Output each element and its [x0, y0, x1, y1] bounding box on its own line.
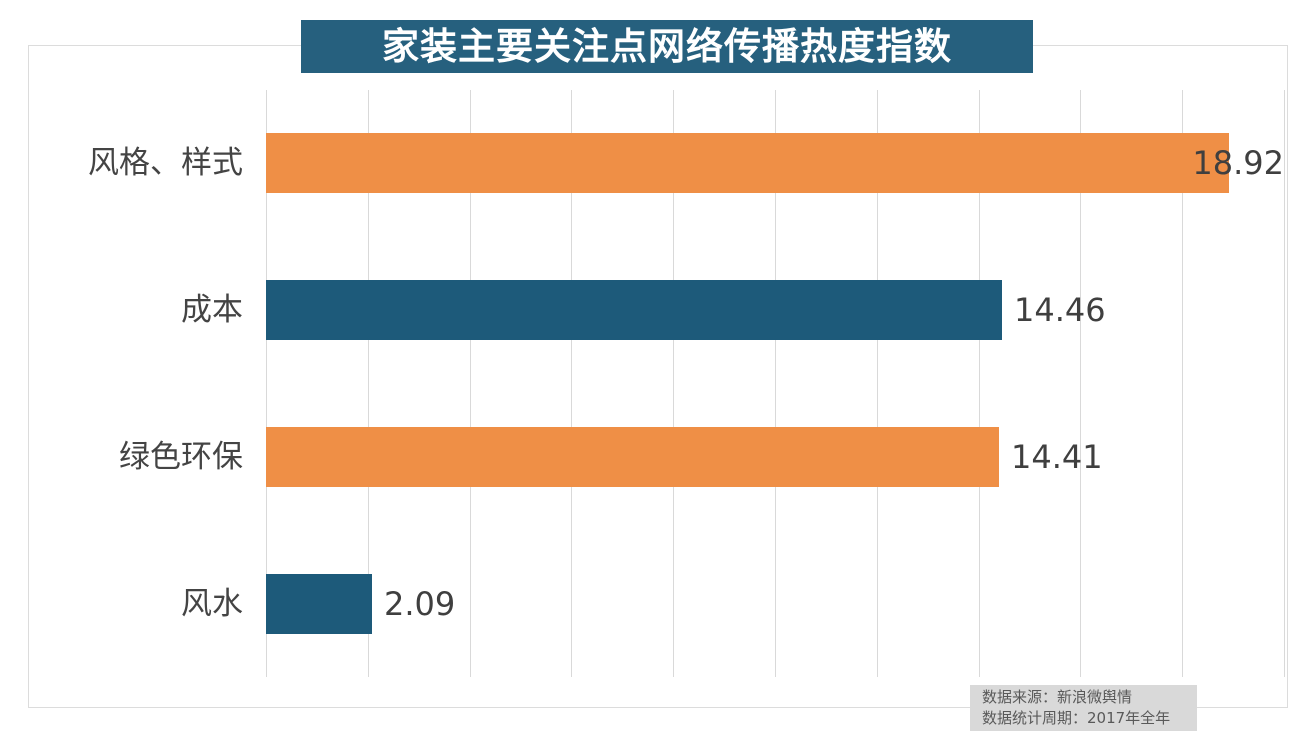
- data-source-box: 数据来源：新浪微舆情 数据统计周期：2017年全年: [970, 685, 1197, 731]
- value-label: 14.46: [1014, 291, 1106, 329]
- gridline: [1080, 90, 1082, 677]
- gridline: [367, 90, 369, 677]
- bar: [266, 574, 372, 634]
- gridline: [1284, 90, 1285, 677]
- gridline: [876, 90, 878, 677]
- category-label: 绿色环保: [119, 439, 243, 475]
- data-period-line: 数据统计周期：2017年全年: [982, 709, 1171, 727]
- bar: [266, 427, 999, 487]
- category-label: 成本: [181, 292, 243, 328]
- chart-title: 家装主要关注点网络传播热度指数: [382, 25, 952, 68]
- gridline: [673, 90, 675, 677]
- value-label: 18.92: [1192, 144, 1284, 182]
- gridline: [266, 90, 267, 677]
- gridline: [775, 90, 776, 677]
- chart-title-banner: 家装主要关注点网络传播热度指数: [301, 20, 1033, 73]
- bar: [266, 133, 1229, 193]
- value-label: 2.09: [384, 585, 456, 623]
- gridline: [469, 90, 471, 677]
- gridline: [978, 90, 980, 677]
- gridline: [1182, 90, 1184, 677]
- data-source-line: 数据来源：新浪微舆情: [982, 688, 1133, 706]
- bar: [266, 280, 1002, 340]
- value-label: 14.41: [1011, 438, 1103, 476]
- category-label: 风水: [181, 586, 243, 622]
- gridline: [571, 90, 573, 677]
- category-label: 风格、样式: [88, 145, 243, 181]
